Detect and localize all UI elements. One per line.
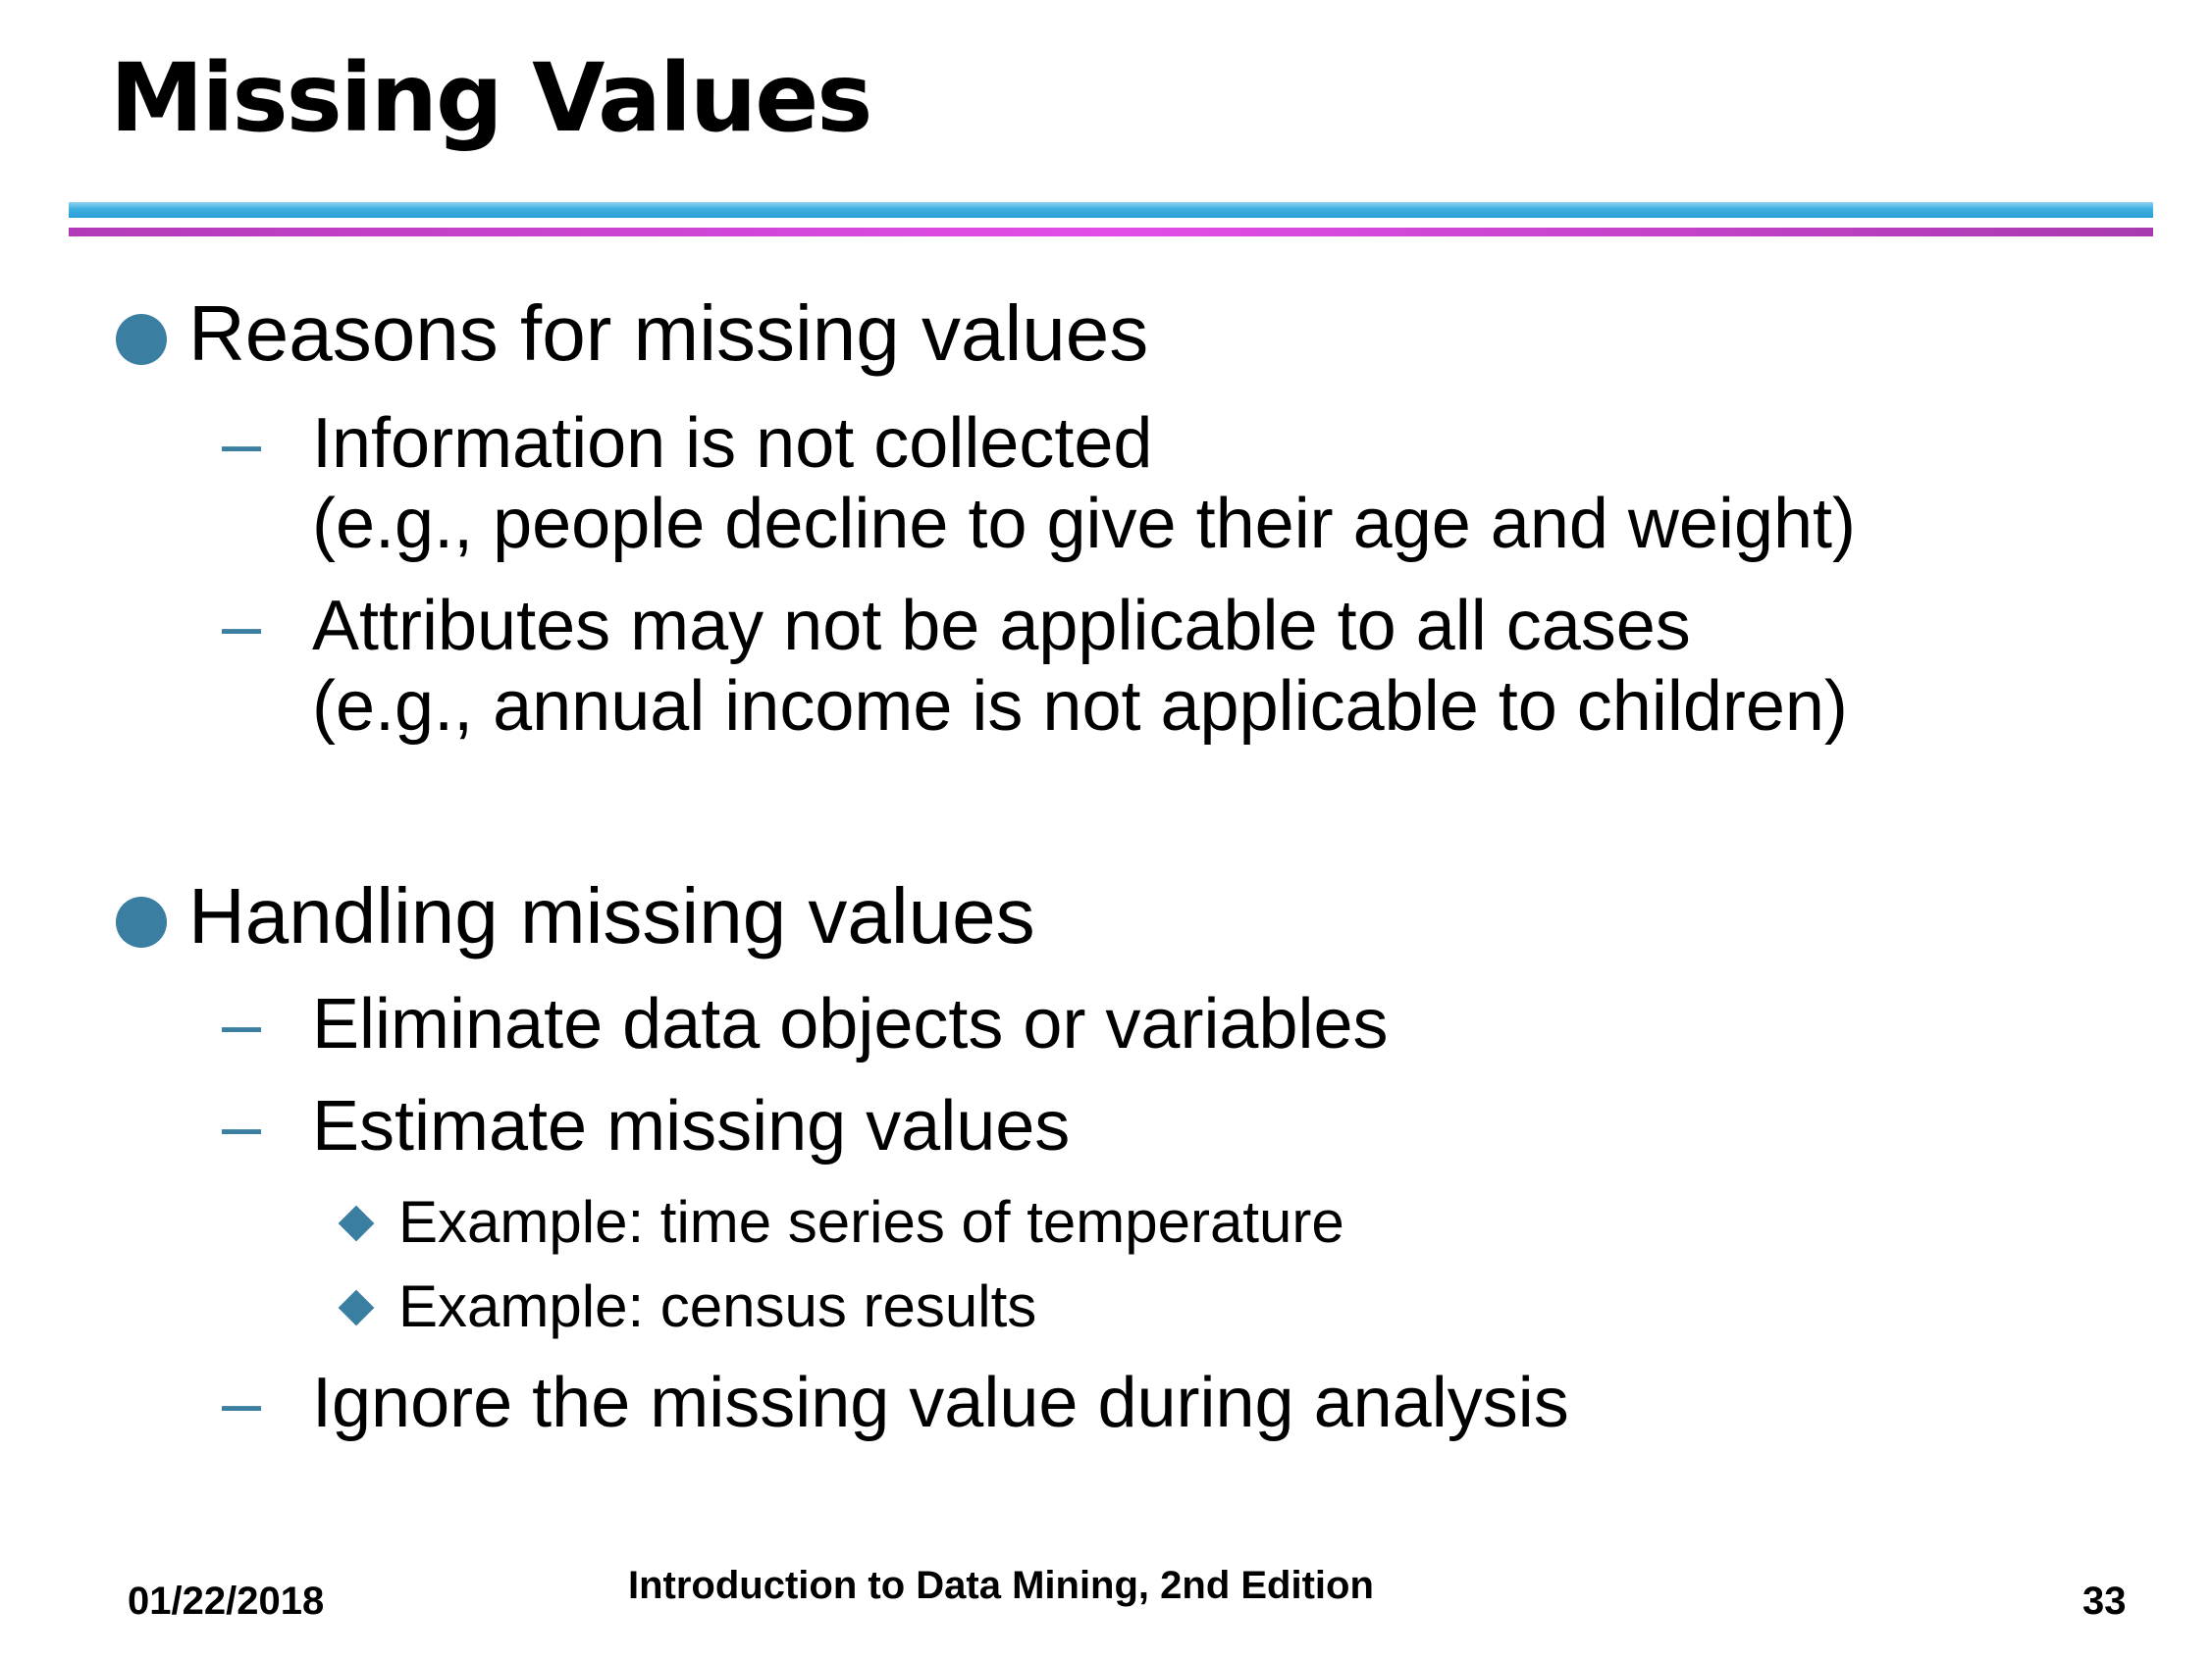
- footer-book-title: Introduction to Data Mining, 2nd Edition: [628, 1564, 1374, 1607]
- list-item-text: (e.g., annual income is not applicable t…: [312, 667, 1848, 746]
- list-item-text: Attributes may not be applicable to all …: [312, 587, 1691, 665]
- list-item-text: Ignore the missing value during analysis: [312, 1364, 1569, 1442]
- list-item-text: Information is not collected: [312, 404, 1153, 483]
- diamond-bullet-icon: [338, 1205, 375, 1242]
- footer-date: 01/22/2018: [128, 1580, 325, 1623]
- dash-bullet-icon: –: [222, 985, 262, 1063]
- footer-page-number: 33: [2082, 1580, 2127, 1623]
- slide-title: Missing Values: [110, 43, 872, 153]
- sub-list-item-text: Example: time series of temperature: [398, 1189, 1344, 1255]
- circle-bullet-icon: [116, 314, 167, 365]
- list-item-text: Estimate missing values: [312, 1087, 1071, 1166]
- list-item-text: (e.g., people decline to give their age …: [312, 485, 1857, 563]
- list-item-text: Eliminate data objects or variables: [312, 985, 1389, 1063]
- circle-bullet-icon: [116, 897, 167, 948]
- title-rule-magenta: [69, 228, 2153, 236]
- section-heading: Handling missing values: [188, 872, 1035, 960]
- section-heading: Reasons for missing values: [188, 289, 1149, 377]
- dash-bullet-icon: –: [222, 1364, 262, 1442]
- sub-list-item-text: Example: census results: [398, 1273, 1037, 1339]
- dash-bullet-icon: –: [222, 587, 262, 665]
- title-rule-blue: [69, 202, 2153, 218]
- diamond-bullet-icon: [338, 1289, 375, 1326]
- dash-bullet-icon: –: [222, 1087, 262, 1166]
- dash-bullet-icon: –: [222, 404, 262, 483]
